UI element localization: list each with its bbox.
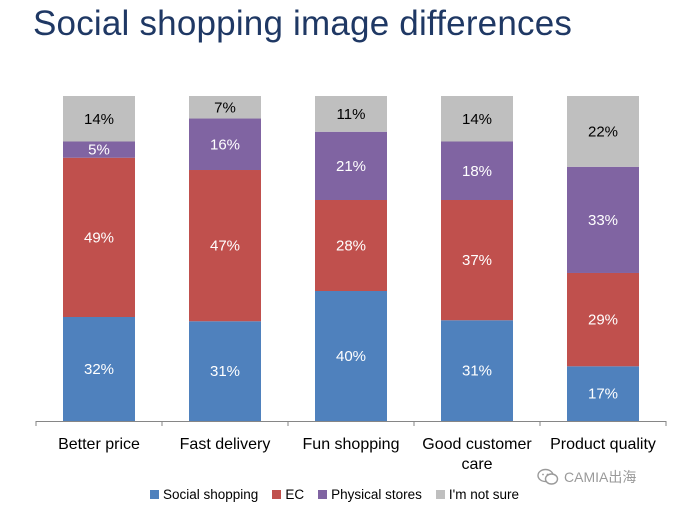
- bar-segment: [567, 96, 639, 167]
- data-label: 5%: [88, 142, 110, 159]
- legend-swatch: [318, 490, 328, 499]
- watermark: CAMIA出海: [537, 467, 636, 487]
- bar-segment: [567, 272, 639, 367]
- data-label: 40%: [336, 348, 366, 365]
- data-label: 7%: [214, 99, 236, 116]
- watermark-text: CAMIA出海: [564, 469, 637, 485]
- bar-segment: [189, 170, 261, 322]
- data-label: 16%: [210, 136, 240, 153]
- category-label: Better price: [58, 436, 140, 453]
- data-label: 33%: [588, 212, 618, 229]
- legend-label: Physical stores: [331, 487, 422, 502]
- data-label: 11%: [337, 106, 366, 123]
- data-label: 47%: [210, 238, 240, 255]
- bar-segment: [315, 131, 387, 200]
- category-label: Product quality: [550, 436, 656, 453]
- bar-segment: [189, 321, 261, 421]
- chart-legend: Social shopping EC Physical stores I'm not …: [150, 487, 519, 502]
- legend-label: EC: [285, 487, 305, 502]
- data-label: 18%: [462, 163, 492, 180]
- bar-segment: [441, 200, 513, 321]
- data-label: 28%: [336, 238, 366, 255]
- data-label: 17%: [588, 386, 618, 403]
- data-label: 22%: [588, 123, 618, 140]
- bar-segment: [441, 320, 513, 421]
- bar-segment: [567, 166, 639, 273]
- bar-segment: [63, 317, 135, 421]
- data-label: 37%: [462, 252, 492, 269]
- category-label: Fast delivery: [180, 436, 271, 453]
- bar-segment: [441, 141, 513, 200]
- data-label: 32%: [84, 361, 114, 378]
- bar-segment: [63, 96, 135, 142]
- data-label: 31%: [210, 363, 240, 380]
- data-label: 14%: [462, 111, 492, 128]
- legend-item: Physical stores: [318, 487, 422, 502]
- data-label: 21%: [336, 158, 366, 175]
- legend-item: EC: [272, 487, 304, 502]
- chart-title: Social shopping image differences: [33, 4, 573, 43]
- data-label: 29%: [588, 312, 618, 329]
- data-label: 31%: [462, 363, 492, 380]
- data-label: 14%: [84, 111, 114, 128]
- legend-swatch: [272, 490, 282, 499]
- bar-segment: [567, 366, 639, 421]
- bar-segment: [63, 141, 135, 158]
- bar-segment: [441, 96, 513, 142]
- legend-label: Social shopping: [163, 487, 259, 502]
- legend-swatch: [435, 490, 445, 499]
- legend-item: I'm not sure: [435, 487, 519, 502]
- category-label: care: [461, 456, 492, 473]
- bar-segment: [63, 157, 135, 317]
- legend-swatch: [150, 490, 159, 499]
- bar-segment: [315, 96, 387, 132]
- legend-label: I'm not sure: [448, 487, 519, 502]
- category-label: Fun shopping: [303, 436, 400, 453]
- bar-segment: [315, 291, 387, 421]
- bar-segment: [315, 200, 387, 291]
- category-label: Good customer: [422, 436, 532, 453]
- data-label: 49%: [84, 229, 114, 246]
- legend-item: Social shopping: [150, 487, 258, 502]
- bar-segment: [189, 96, 261, 119]
- wechat-icon: [537, 468, 559, 485]
- bar-segment: [189, 118, 261, 171]
